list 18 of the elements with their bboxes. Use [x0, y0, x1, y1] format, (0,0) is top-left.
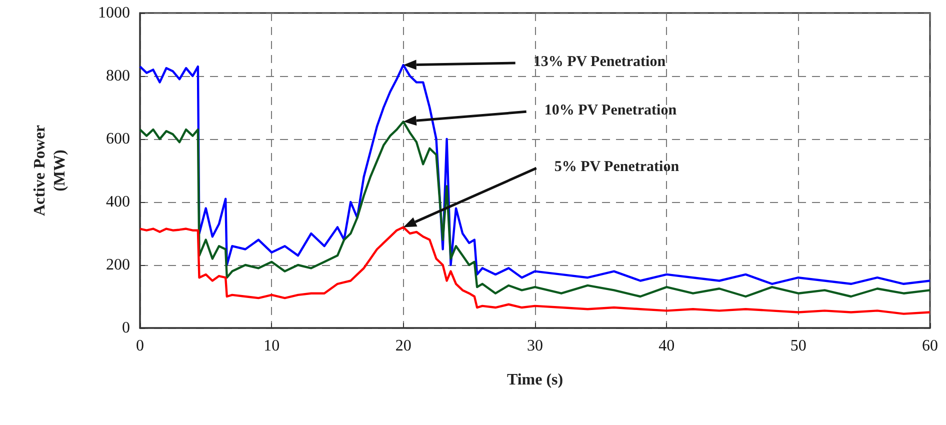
- y-tick-label: 600: [106, 130, 130, 148]
- x-tick-label: 60: [922, 338, 938, 354]
- y-tick-label: 800: [106, 68, 130, 84]
- x-axis-title: Time (s): [506, 372, 564, 388]
- x-tick-label: 40: [658, 338, 675, 354]
- annotation: 5% PV Penetration: [554, 159, 680, 176]
- y-tick-label: 400: [106, 194, 130, 210]
- x-tick-label: 10: [264, 338, 280, 354]
- x-tick-label: 50: [790, 338, 806, 354]
- y-axis-title: Active Power (MW): [32, 124, 68, 216]
- annotation: 10% PV Penetration: [544, 102, 678, 119]
- x-tick-label: 30: [527, 338, 543, 354]
- x-tick-label: 0: [136, 338, 144, 354]
- annotation: 13% PV Penetration: [533, 54, 666, 70]
- x-tick-label: 20: [395, 338, 412, 354]
- y-tick-label: 1000: [98, 4, 130, 22]
- y-tick-label: 200: [106, 256, 130, 274]
- y-tick-label: 0: [122, 320, 130, 336]
